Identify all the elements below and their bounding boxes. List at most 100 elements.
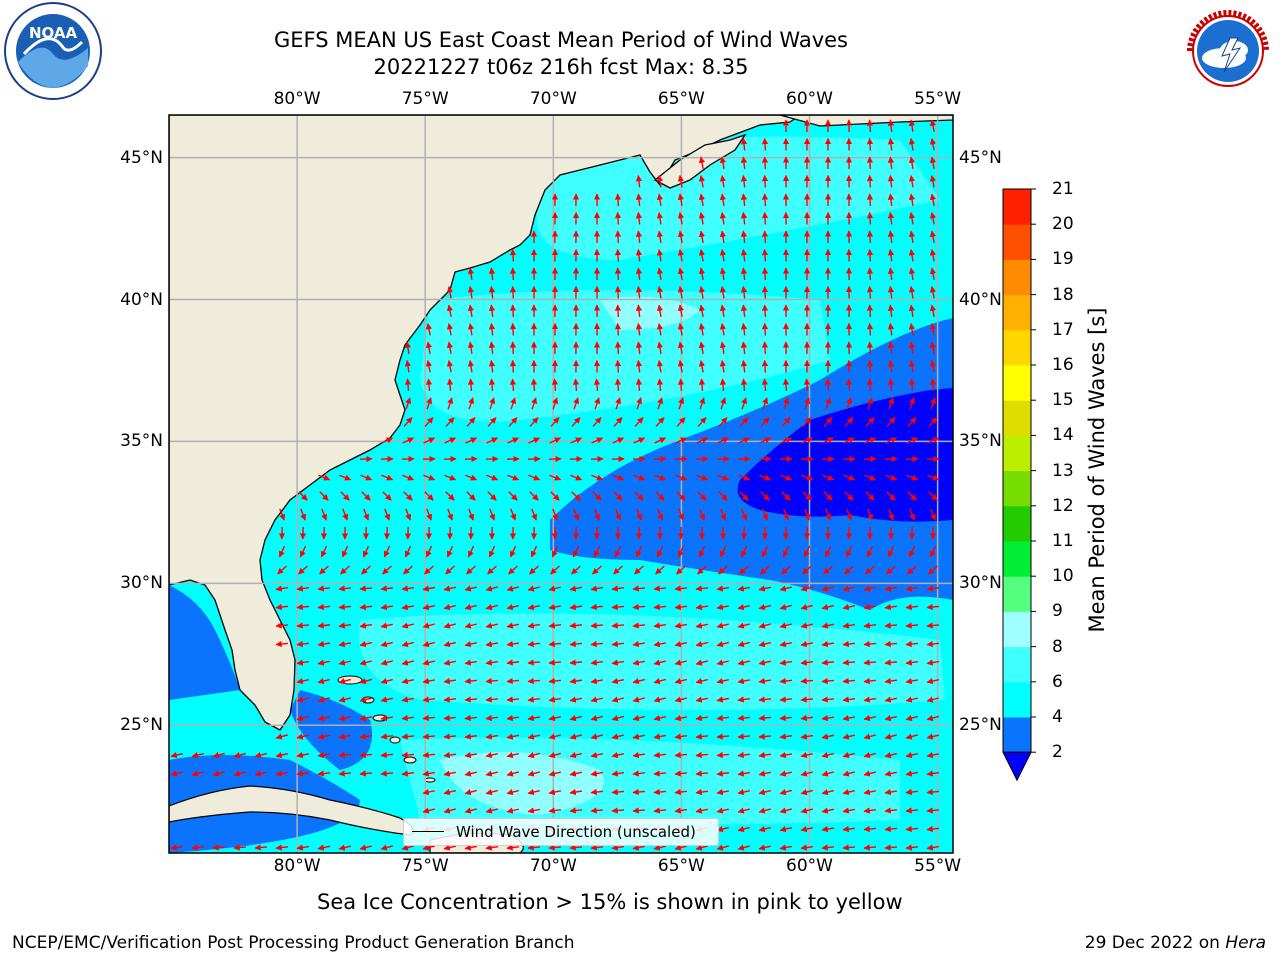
wave-direction-arrow — [887, 248, 895, 262]
wave-direction-arrow — [445, 491, 455, 501]
wave-direction-arrow — [611, 622, 625, 629]
wave-direction-arrow — [485, 807, 498, 814]
wave-direction-arrow — [716, 677, 730, 685]
wave-direction-arrow — [509, 341, 517, 355]
wave-direction-arrow — [506, 789, 519, 796]
wave-direction-arrow — [842, 733, 856, 740]
colorbar-tick-label: 12 — [1052, 495, 1074, 516]
wave-direction-arrow — [467, 267, 475, 281]
wave-direction-arrow — [401, 677, 415, 685]
wave-direction-arrow — [716, 770, 730, 777]
wave-direction-arrow — [739, 491, 749, 501]
wave-direction-arrow — [338, 844, 352, 851]
wave-direction-arrow — [695, 844, 708, 851]
wave-direction-arrow — [653, 659, 666, 666]
wave-direction-arrow — [905, 770, 919, 777]
wave-direction-arrow — [466, 491, 476, 501]
wave-direction-arrow — [401, 641, 414, 648]
wave-direction-arrow — [697, 565, 707, 575]
wave-direction-arrow — [781, 565, 791, 575]
wave-direction-arrow — [319, 565, 329, 575]
wave-direction-arrow — [275, 585, 289, 592]
wave-direction-arrow — [698, 359, 706, 373]
wave-direction-arrow — [739, 565, 749, 575]
wave-direction-arrow — [467, 304, 475, 318]
wave-direction-arrow — [884, 715, 897, 722]
wave-direction-arrow — [170, 751, 184, 759]
wave-direction-arrow — [695, 807, 709, 814]
wave-direction-arrow — [656, 193, 664, 207]
wave-direction-arrow — [781, 417, 791, 427]
wave-direction-arrow — [653, 603, 667, 611]
colorbar-segment — [1003, 541, 1031, 577]
wave-direction-arrow — [908, 248, 916, 262]
wave-direction-arrow — [296, 715, 309, 722]
wave-direction-arrow — [737, 714, 751, 722]
wave-direction-arrow — [737, 807, 750, 814]
wave-direction-arrow — [590, 844, 604, 851]
wave-direction-arrow — [590, 752, 604, 759]
wave-direction-arrow — [531, 508, 538, 521]
wave-direction-arrow — [929, 267, 937, 281]
wave-direction-arrow — [928, 565, 938, 575]
wave-direction-arrow — [191, 752, 204, 759]
wave-direction-arrow — [929, 285, 937, 299]
wave-direction-arrow — [758, 789, 771, 796]
footer-date-text: 29 Dec 2022 on — [1084, 933, 1226, 953]
wave-direction-arrow — [800, 789, 813, 796]
wave-direction-arrow — [863, 733, 876, 740]
wave-direction-arrow — [653, 751, 667, 759]
wave-direction-arrow — [338, 715, 352, 722]
wave-direction-arrow — [321, 508, 328, 521]
wave-direction-arrow — [527, 789, 541, 796]
wave-direction-arrow — [401, 751, 415, 759]
wave-direction-arrow — [758, 696, 772, 703]
wave-direction-arrow — [737, 770, 751, 777]
wave-period-under-2s-zone — [737, 388, 953, 522]
lon-tick-label-top: 60°W — [786, 89, 833, 109]
wave-direction-arrow — [594, 508, 601, 521]
wave-direction-arrow — [488, 267, 496, 281]
wave-direction-arrow — [905, 788, 919, 796]
wave-direction-arrow — [170, 770, 183, 777]
wave-direction-arrow — [887, 156, 895, 170]
wave-direction-arrow — [822, 474, 835, 481]
wave-direction-arrow — [464, 622, 477, 629]
wave-direction-arrow — [737, 733, 751, 740]
wave-direction-arrow — [338, 696, 351, 703]
wave-direction-arrow — [760, 417, 770, 427]
wave-direction-arrow — [866, 545, 874, 558]
lon-tick-label-top: 70°W — [529, 89, 577, 109]
wave-direction-arrow — [905, 659, 919, 666]
wave-direction-arrow — [656, 267, 664, 281]
wave-direction-arrow — [614, 267, 622, 281]
lon-tick-label-bottom: 70°W — [529, 856, 577, 876]
wave-direction-arrow — [887, 267, 895, 281]
wave-direction-arrow — [737, 844, 750, 851]
wave-direction-arrow — [761, 137, 769, 151]
lon-tick-label-bottom: 75°W — [401, 856, 449, 876]
wave-direction-arrow — [548, 844, 562, 851]
wave-direction-arrow — [446, 322, 454, 336]
wave-direction-arrow — [464, 751, 478, 759]
wave-direction-arrow — [317, 640, 331, 648]
wave-direction-arrow — [381, 437, 394, 444]
wave-direction-arrow — [888, 397, 895, 410]
wave-direction-arrow — [800, 751, 814, 759]
wave-direction-arrow — [739, 417, 749, 427]
wave-direction-arrow — [527, 733, 541, 740]
wave-direction-arrow — [674, 585, 688, 592]
wave-direction-arrow — [761, 359, 769, 373]
wave-direction-arrow — [614, 341, 622, 355]
wave-direction-arrow — [698, 322, 706, 336]
wave-direction-arrow — [909, 508, 916, 521]
wave-direction-arrow — [527, 844, 541, 851]
wave-direction-arrow — [425, 341, 433, 355]
wave-direction-arrow — [905, 696, 919, 703]
wave-direction-arrow — [929, 322, 937, 336]
wave-direction-arrow — [677, 267, 685, 281]
wave-direction-arrow — [509, 304, 517, 318]
wave-direction-arrow — [506, 770, 519, 777]
wave-direction-arrow — [317, 585, 331, 592]
wave-direction-arrow — [842, 585, 855, 592]
